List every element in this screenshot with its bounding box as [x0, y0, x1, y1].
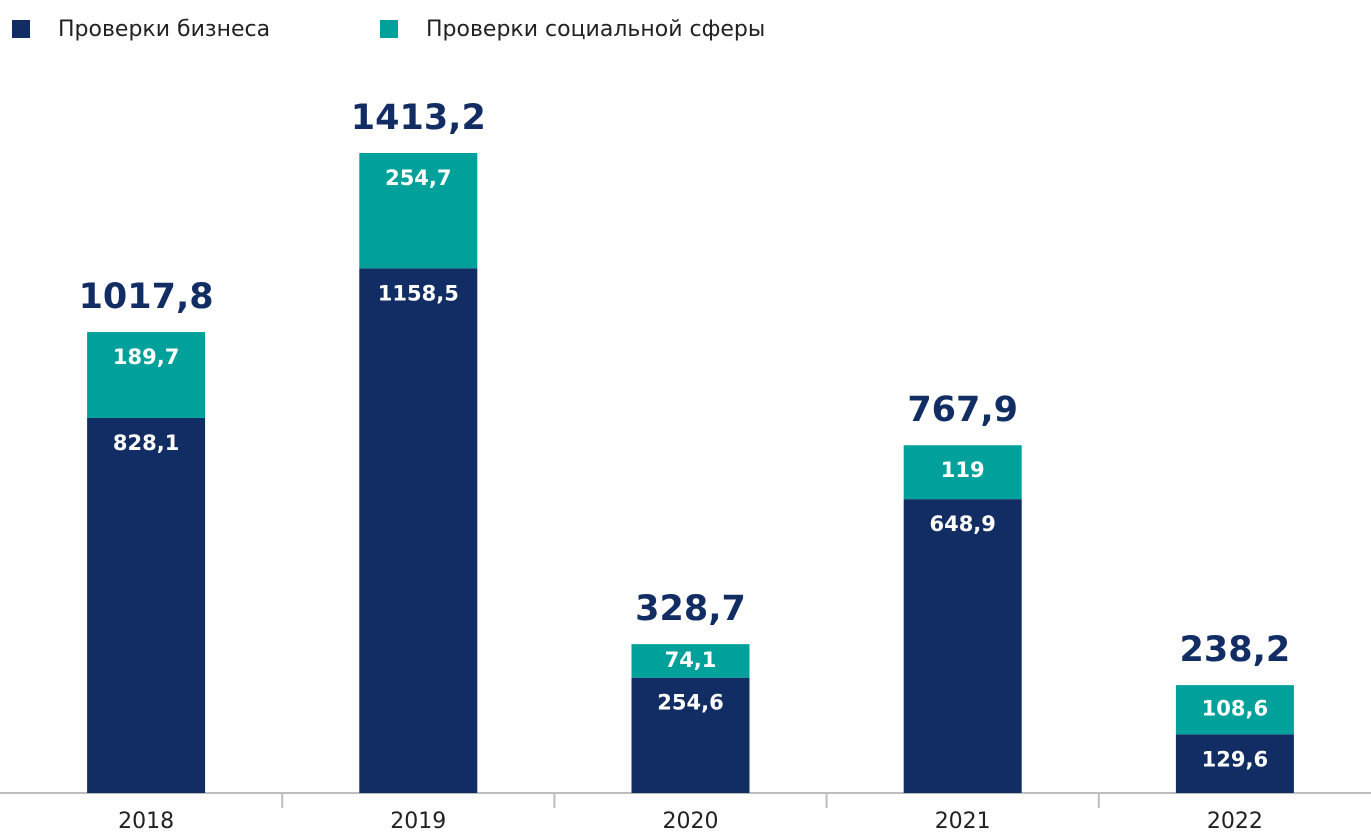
x-tick-label: 2020: [663, 809, 719, 834]
legend-swatch: [12, 20, 30, 38]
bar-segment: [359, 153, 478, 269]
data-label: 119: [941, 458, 985, 482]
data-label: 648,9: [929, 512, 995, 536]
data-label: 108,6: [1202, 697, 1268, 721]
data-label: 1158,5: [378, 281, 459, 305]
x-tick-label: 2018: [118, 809, 174, 834]
total-label: 1017,8: [79, 277, 214, 317]
data-label: 828,1: [113, 431, 179, 455]
data-label: 189,7: [113, 345, 179, 369]
total-label: 767,9: [907, 390, 1018, 430]
bar-segment: [903, 499, 1022, 793]
total-label: 328,7: [635, 589, 746, 629]
bar-segment: [1175, 685, 1294, 735]
x-tick-label: 2019: [390, 809, 446, 834]
data-label: 254,7: [385, 166, 451, 190]
data-label: 254,6: [657, 691, 723, 715]
legend-label: Проверки бизнеса: [58, 17, 270, 42]
data-label: 129,6: [1202, 747, 1268, 771]
bar-segment: [87, 332, 206, 418]
bar-segment: [359, 268, 478, 793]
legend-label: Проверки социальной сферы: [426, 17, 765, 42]
data-label: 74,1: [665, 648, 717, 672]
bar-segment: [631, 677, 750, 793]
x-tick-label: 2021: [935, 809, 991, 834]
bar-segment: [1175, 734, 1294, 793]
bar-segment: [903, 445, 1022, 500]
x-tick-label: 2022: [1207, 809, 1263, 834]
total-label: 1413,2: [351, 98, 486, 138]
legend-swatch: [380, 20, 398, 38]
bar-segment: [87, 417, 206, 793]
total-label: 238,2: [1180, 630, 1291, 670]
bar-segment: [631, 644, 750, 678]
